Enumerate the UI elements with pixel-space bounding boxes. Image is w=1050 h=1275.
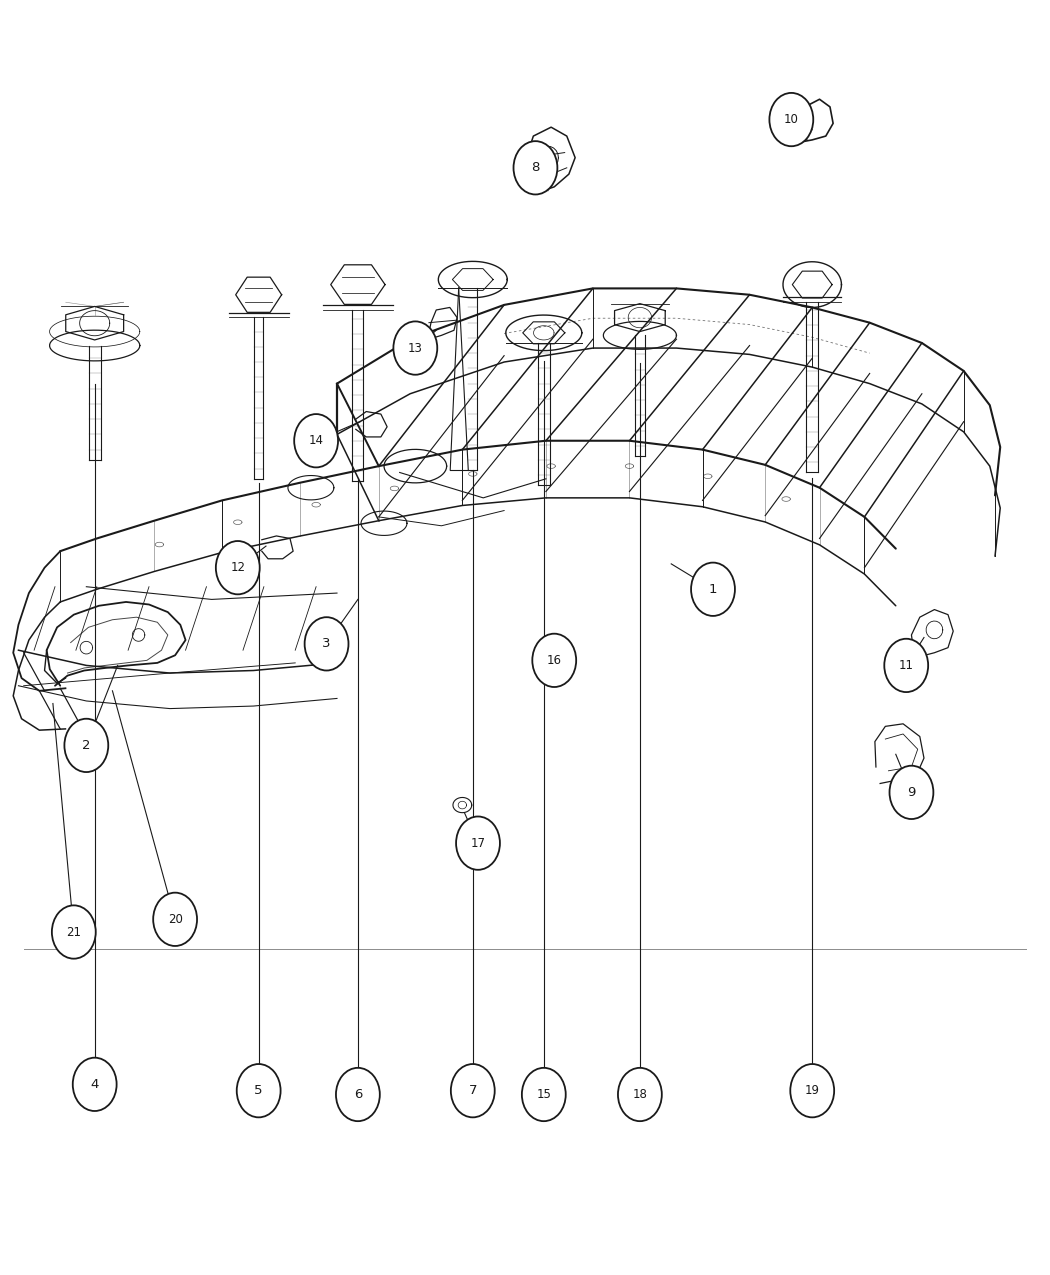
Circle shape xyxy=(791,1065,834,1117)
Text: 21: 21 xyxy=(66,926,81,938)
Text: 2: 2 xyxy=(82,740,90,752)
Text: 14: 14 xyxy=(309,435,323,448)
Text: 19: 19 xyxy=(804,1084,820,1098)
Circle shape xyxy=(618,1068,662,1121)
Circle shape xyxy=(51,905,96,959)
Circle shape xyxy=(153,892,197,946)
Text: 12: 12 xyxy=(230,561,246,574)
Text: 10: 10 xyxy=(784,113,799,126)
Text: 4: 4 xyxy=(90,1077,99,1091)
Circle shape xyxy=(64,719,108,773)
Text: 3: 3 xyxy=(322,638,331,650)
Text: 7: 7 xyxy=(468,1084,477,1098)
Circle shape xyxy=(522,1068,566,1121)
Circle shape xyxy=(889,766,933,819)
Text: 8: 8 xyxy=(531,162,540,175)
Circle shape xyxy=(532,634,576,687)
Text: 11: 11 xyxy=(899,659,914,672)
Text: 16: 16 xyxy=(547,654,562,667)
Circle shape xyxy=(884,639,928,692)
Text: 17: 17 xyxy=(470,836,485,849)
Text: 6: 6 xyxy=(354,1088,362,1102)
Text: 18: 18 xyxy=(632,1088,648,1102)
Circle shape xyxy=(513,142,558,195)
Text: 13: 13 xyxy=(407,342,423,354)
Circle shape xyxy=(336,1068,380,1121)
Circle shape xyxy=(394,321,437,375)
Circle shape xyxy=(450,1065,495,1117)
Circle shape xyxy=(456,816,500,870)
Text: 5: 5 xyxy=(254,1084,262,1098)
Text: 1: 1 xyxy=(709,583,717,595)
Circle shape xyxy=(294,414,338,468)
Text: 15: 15 xyxy=(537,1088,551,1102)
Text: 9: 9 xyxy=(907,785,916,799)
Circle shape xyxy=(691,562,735,616)
Circle shape xyxy=(304,617,349,671)
Circle shape xyxy=(72,1058,117,1111)
Circle shape xyxy=(216,541,259,594)
Circle shape xyxy=(770,93,814,147)
Text: 20: 20 xyxy=(168,913,183,926)
Circle shape xyxy=(236,1065,280,1117)
